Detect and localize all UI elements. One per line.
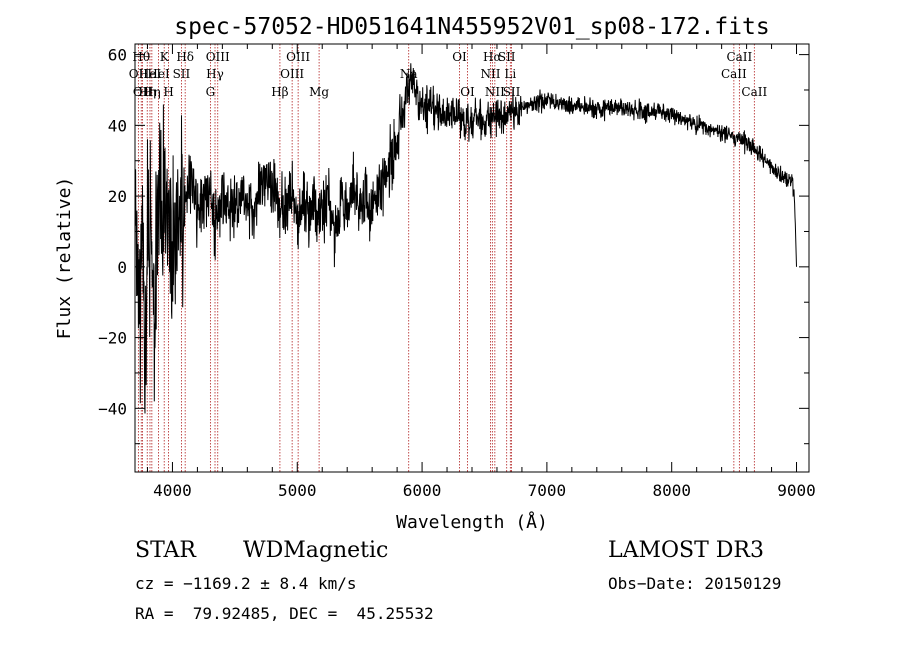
spectral-line-label: NII [485,85,505,99]
spectral-line-label: Hβ [271,85,288,99]
spectral-line-label: H [163,85,173,99]
spectrum-series [134,63,797,414]
spectral-line-label: OIII [280,67,304,81]
y-tick-label: 40 [108,116,127,135]
plot-frame [134,43,810,473]
spectral-line-label: Li [504,67,516,81]
spectral-line-label: HeI [139,67,162,81]
spectral-line-label: Hη [143,85,161,99]
x-tick-label: 4000 [153,481,192,500]
y-axis-label: Flux (relative) [54,177,75,340]
object-class: STAR [135,538,196,563]
x-tick-label: 5000 [278,481,317,500]
spectral-line-label: Na [400,67,418,81]
spectral-line-label: CaII [721,67,747,81]
spectral-line-label: SII [498,50,516,64]
axis-ticks: 4000 5000 6000 7000 8000 9000 −40 −20 0 20 40 60 [98,44,816,500]
y-tick-label: −40 [98,399,127,418]
spectral-line-label: Hθ [132,50,150,64]
spectral-line-label: OI [452,50,467,64]
x-tick-label: 9000 [777,481,816,500]
spectral-line-label: OII [129,67,149,81]
spectral-line-label: CaII [726,50,752,64]
spectral-line-label: SII [503,85,521,99]
spectral-line-label: SII [173,67,191,81]
y-tick-label: −20 [98,329,127,348]
spectral-line-label: G [206,85,216,99]
spectral-line-label: NII [480,67,500,81]
y-tick-label: 0 [117,258,127,277]
spectral-line-label: Hη [138,85,156,99]
spectral-line-label: OIII [286,50,310,64]
spectral-line-label: Hγ [206,67,224,81]
coordinates: RA = 79.92485, DEC = 45.25532 [135,604,434,623]
observation-date: Obs−Date: 20150129 [608,574,782,593]
x-tick-label: 8000 [652,481,691,500]
chart-title: spec-57052-HD051641N455952V01_sp08-172.f… [174,14,769,40]
x-axis-label: Wavelength (Å) [396,511,548,533]
spectral-line-label: OIII [206,50,230,64]
x-tick-label: 7000 [528,481,567,500]
spectral-line-label: Hα [483,50,502,64]
x-tick-label: 6000 [403,481,442,500]
flux-series-line [134,63,797,414]
spectral-line-label: CaII [741,85,767,99]
line-marker-labels: OIIHθOIIHηHeIHηHeIKHSIIHδGHγOIIIHβOIIIOI… [129,50,768,99]
spectral-line-label: OII [133,85,153,99]
spectral-line-label: Mg [309,85,329,99]
spectral-line-label: OI [460,85,475,99]
object-subclass: WDMagnetic [243,538,389,563]
y-tick-label: 60 [108,46,127,65]
redshift-velocity: cz = −1169.2 ± 8.4 km/s [135,574,357,593]
survey-name: LAMOST DR3 [608,538,764,563]
y-tick-label: 20 [108,187,127,206]
spectral-line-label: HeI [147,67,170,81]
spectral-line-label: Hδ [176,50,194,64]
spectral-line-label: K [160,50,170,64]
